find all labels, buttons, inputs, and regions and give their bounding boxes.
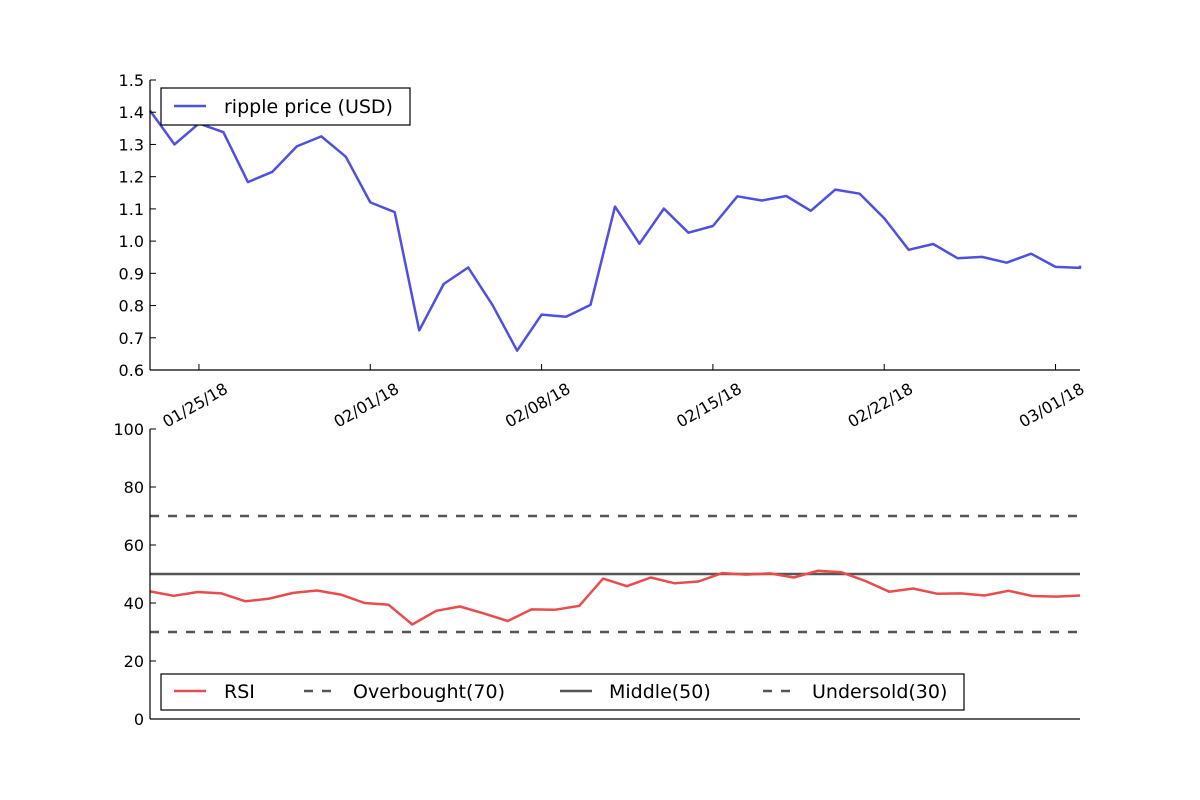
price-x-ticks: 01/25/18 02/01/18 02/08/18 02/15/18 02/22/18… bbox=[159, 364, 1088, 431]
price-y-tick-label: 0.7 bbox=[119, 329, 144, 348]
price-y-tick-label: 1.3 bbox=[119, 135, 144, 154]
price-panel: 0.60.70.80.91.01.11.21.31.41.5 01/25/18 0… bbox=[119, 71, 1088, 431]
price-legend: ripple price (USD) bbox=[160, 87, 411, 126]
price-y-tick-label: 1.0 bbox=[119, 232, 144, 251]
price-legend-box bbox=[160, 87, 411, 126]
price-y-tick-label: 1.4 bbox=[119, 103, 144, 122]
rsi-legend-label-rsi: RSI bbox=[224, 681, 255, 703]
price-line bbox=[148, 109, 1082, 352]
rsi-y-tick-label: 60 bbox=[124, 536, 144, 555]
rsi-line bbox=[149, 569, 1081, 626]
rsi-axes bbox=[149, 429, 1080, 720]
price-y-tick-label: 0.6 bbox=[119, 361, 144, 380]
price-y-tick-label: 0.8 bbox=[119, 297, 144, 316]
rsi-legend-label-overbought: Overbought(70) bbox=[353, 681, 505, 703]
rsi-y-tick-label: 20 bbox=[124, 652, 144, 671]
rsi-line-layer bbox=[149, 569, 1081, 626]
price-x-tick-label: 03/01/18 bbox=[1016, 379, 1088, 431]
price-axes bbox=[149, 80, 1080, 371]
rsi-y-tick-label: 0 bbox=[134, 710, 144, 729]
price-x-tick-label: 02/15/18 bbox=[673, 379, 745, 431]
price-y-tick-label: 1.2 bbox=[119, 168, 144, 187]
rsi-level-lines bbox=[150, 514, 1080, 634]
price-y-ticks: 0.6 0.7 0.8 0.9 1.0 1.1 1.2 1.3 1.4 1.5 bbox=[119, 71, 156, 380]
rsi-legend-label-middle: Middle(50) bbox=[609, 681, 711, 703]
rsi-y-tick-label: 40 bbox=[124, 594, 144, 613]
rsi-y-tick-label: 80 bbox=[124, 478, 144, 497]
price-y-tick-label: 0.9 bbox=[119, 264, 144, 283]
rsi-panel: 0 20 40 60 80 100 RSI Overbought(70) Middle(5… bbox=[113, 420, 1081, 729]
price-x-tick-label: 02/22/18 bbox=[844, 379, 916, 431]
rsi-legend-label-undersold: Undersold(30) bbox=[812, 681, 947, 703]
rsi-legend: RSI Overbought(70) Middle(50) Undersold(… bbox=[160, 673, 965, 711]
price-line-layer bbox=[148, 109, 1082, 352]
price-y-tick-label: 1.5 bbox=[119, 71, 144, 90]
price-x-tick-label: 02/01/18 bbox=[331, 379, 403, 431]
price-legend-label: ripple price (USD) bbox=[224, 96, 393, 118]
price-x-tick-label: 02/08/18 bbox=[502, 379, 574, 431]
price-x-tick-label: 01/25/18 bbox=[159, 379, 231, 431]
rsi-y-ticks: 0 20 40 60 80 100 bbox=[113, 420, 156, 729]
rsi-y-tick-label: 100 bbox=[113, 420, 144, 439]
price-y-tick-label: 1.1 bbox=[119, 200, 144, 219]
